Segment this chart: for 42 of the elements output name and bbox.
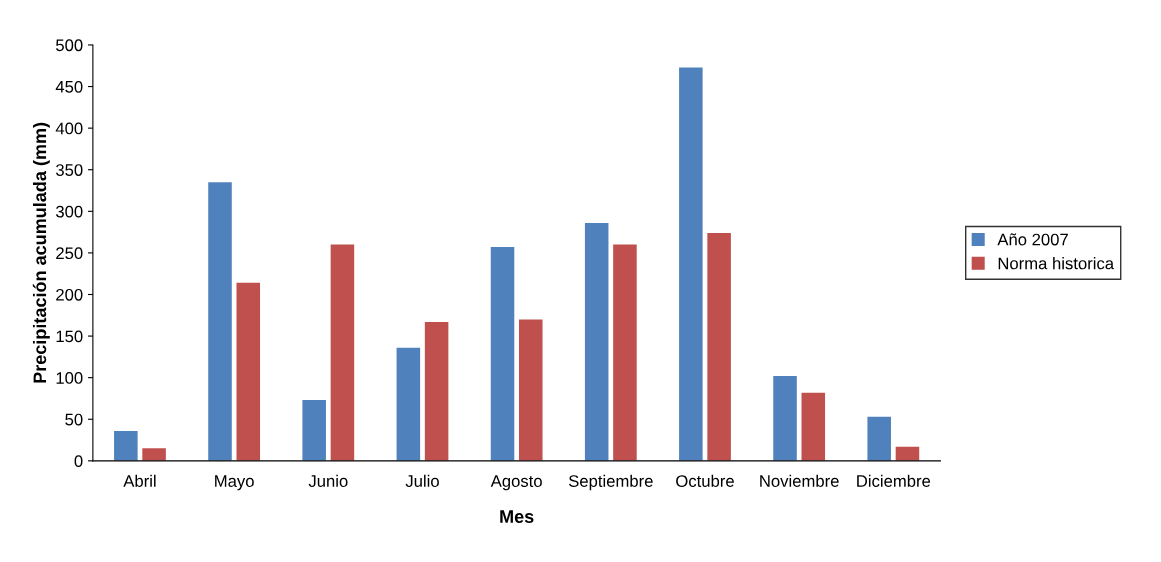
y-tick-label: 300	[55, 205, 83, 218]
x-tick-label: Octubre	[676, 474, 734, 487]
x-tick-label: Agosto	[490, 475, 542, 491]
bar	[208, 182, 232, 461]
x-tick-label: Abril	[123, 474, 156, 487]
bar	[801, 392, 826, 461]
y-tick-label: 350	[55, 164, 83, 176]
bar	[867, 416, 891, 461]
bar	[490, 247, 515, 461]
x-tick-label: Junio	[308, 474, 348, 487]
bar	[773, 376, 797, 461]
bar	[302, 400, 326, 461]
y-tick-label: 200	[56, 288, 83, 301]
bar	[396, 347, 421, 461]
bar	[330, 244, 355, 461]
y-tick-label: 450	[55, 80, 83, 93]
bar	[424, 321, 449, 461]
legend-label: Año 2007	[997, 233, 1068, 246]
bar	[895, 446, 920, 461]
x-tick-label: Diciembre	[857, 474, 931, 487]
legend-label: Norma historica	[998, 257, 1115, 270]
y-tick-label: 0	[74, 455, 83, 468]
bar	[519, 319, 543, 461]
bar	[114, 430, 138, 461]
x-tick-label: Julio	[405, 474, 439, 487]
bar	[679, 67, 703, 461]
bar	[142, 448, 166, 461]
bar	[613, 244, 637, 461]
y-tick-label: 150	[56, 330, 83, 343]
x-tick-label: Septiembre	[568, 474, 653, 491]
y-axis-title: Precipitación acumulada (mm)	[32, 122, 50, 383]
y-tick-label: 500	[56, 39, 83, 52]
bar	[707, 232, 731, 461]
x-tick-label: Mayo	[215, 475, 254, 491]
y-tick-label: 100	[56, 372, 83, 384]
y-tick-label: 400	[55, 122, 83, 135]
x-axis-title: Mes	[500, 510, 534, 523]
bar	[236, 282, 261, 461]
y-tick-label: 50	[65, 413, 83, 426]
y-tick-label: 250	[56, 247, 83, 260]
bar	[584, 222, 609, 461]
x-tick-label: Noviembre	[760, 474, 839, 487]
